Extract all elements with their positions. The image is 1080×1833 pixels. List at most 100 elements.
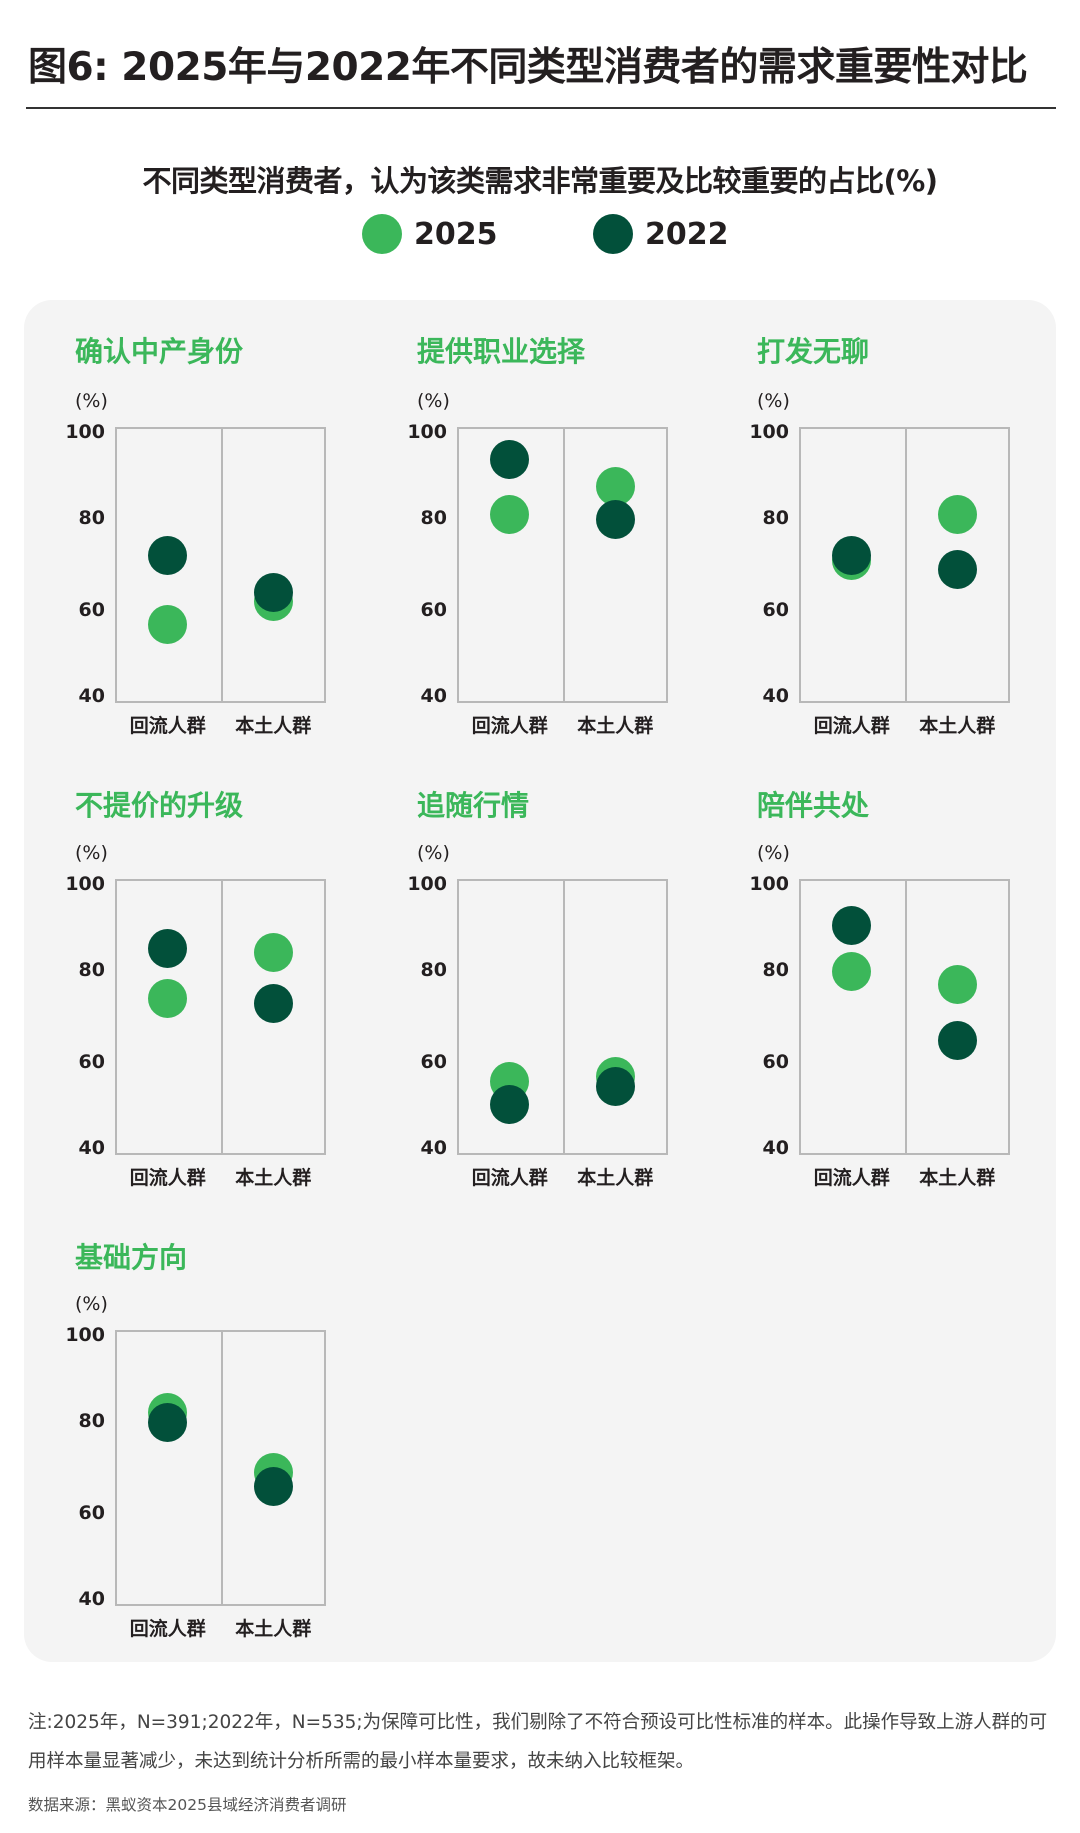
y-tick-label: 100 <box>407 421 447 443</box>
category-label: 本土人群 <box>919 1167 996 1189</box>
data-point-2022 <box>253 1466 293 1506</box>
chart-title: 提供职业选择 <box>417 335 586 368</box>
category-divider <box>562 881 565 1153</box>
category-divider <box>562 429 565 701</box>
data-point-2025 <box>937 965 977 1005</box>
data-point-2022 <box>490 1084 530 1124</box>
category-label: 回流人群 <box>471 715 548 737</box>
plot-frame <box>115 427 326 703</box>
y-tick-label: 40 <box>78 1137 105 1159</box>
category-label: 回流人群 <box>129 1167 206 1189</box>
category-label: 本土人群 <box>919 715 996 737</box>
category-label: 回流人群 <box>129 1618 206 1640</box>
data-point-2022 <box>595 1066 635 1106</box>
data-point-2025 <box>148 979 188 1019</box>
data-point-2025 <box>832 951 872 991</box>
chart-title: 不提价的升级 <box>75 789 244 822</box>
y-tick-label: 40 <box>78 1588 105 1610</box>
legend-label-2025: 2025 <box>414 216 498 252</box>
category-label: 回流人群 <box>471 1167 548 1189</box>
y-tick-label: 80 <box>420 959 447 981</box>
data-point-2022 <box>148 1402 188 1442</box>
y-tick-label: 60 <box>78 1502 105 1524</box>
page-title: 图6: 2025年与2022年不同类型消费者的需求重要性对比 <box>28 45 1028 90</box>
legend-dot-2022-icon <box>593 214 633 254</box>
y-tick-label: 60 <box>78 1051 105 1073</box>
category-label: 本土人群 <box>235 1167 312 1189</box>
y-axis-unit: (%) <box>75 842 108 864</box>
y-axis-unit: (%) <box>757 842 790 864</box>
y-tick-label: 40 <box>78 685 105 707</box>
y-tick-label: 100 <box>65 873 105 895</box>
plot-frame <box>457 427 668 703</box>
category-divider <box>220 429 223 701</box>
y-tick-label: 40 <box>420 685 447 707</box>
data-point-2025 <box>253 933 293 973</box>
chart-title: 基础方向 <box>75 1241 188 1274</box>
chart-title: 陪伴共处 <box>757 789 870 822</box>
data-point-2022 <box>148 536 188 576</box>
y-tick-label: 60 <box>420 1051 447 1073</box>
data-source: 数据来源：黑蚁资本2025县域经济消费者调研 <box>28 1796 347 1814</box>
y-tick-label: 100 <box>65 1324 105 1346</box>
y-axis-unit: (%) <box>417 390 450 412</box>
chart-title: 打发无聊 <box>757 335 870 368</box>
chart-title: 确认中产身份 <box>75 335 244 368</box>
y-tick-label: 60 <box>420 599 447 621</box>
category-divider <box>220 1332 223 1604</box>
y-tick-label: 100 <box>749 873 789 895</box>
y-axis-unit: (%) <box>417 842 450 864</box>
y-tick-label: 40 <box>762 1137 789 1159</box>
y-tick-label: 100 <box>407 873 447 895</box>
plot-frame <box>799 879 1010 1155</box>
y-axis-unit: (%) <box>75 390 108 412</box>
data-point-2025 <box>490 494 530 534</box>
legend-dot-2025-icon <box>362 214 402 254</box>
category-label: 本土人群 <box>577 1167 654 1189</box>
chart-subtitle: 不同类型消费者，认为该类需求非常重要及比较重要的占比(%) <box>142 164 938 198</box>
data-point-2022 <box>253 983 293 1023</box>
plot-frame <box>799 427 1010 703</box>
data-point-2022 <box>832 536 872 576</box>
y-tick-label: 80 <box>78 507 105 529</box>
y-tick-label: 80 <box>78 1410 105 1432</box>
y-tick-label: 80 <box>420 507 447 529</box>
legend: 2025 2022 <box>0 213 1080 255</box>
y-tick-label: 100 <box>65 421 105 443</box>
category-label: 本土人群 <box>235 1618 312 1640</box>
category-label: 本土人群 <box>235 715 312 737</box>
legend-label-2022: 2022 <box>645 216 729 252</box>
plot-frame <box>457 879 668 1155</box>
y-axis-unit: (%) <box>75 1293 108 1315</box>
title-divider <box>26 107 1056 109</box>
legend-item-2022: 2022 <box>593 213 729 255</box>
y-tick-label: 60 <box>762 599 789 621</box>
plot-frame <box>115 879 326 1155</box>
y-tick-label: 60 <box>762 1051 789 1073</box>
data-point-2022 <box>937 1020 977 1060</box>
category-label: 本土人群 <box>577 715 654 737</box>
data-point-2025 <box>148 605 188 645</box>
category-label: 回流人群 <box>129 715 206 737</box>
legend-item-2025: 2025 <box>362 213 498 255</box>
y-tick-label: 100 <box>749 421 789 443</box>
y-axis-unit: (%) <box>757 390 790 412</box>
data-point-2022 <box>490 439 530 479</box>
y-tick-label: 40 <box>762 685 789 707</box>
y-tick-label: 40 <box>420 1137 447 1159</box>
y-tick-label: 80 <box>762 507 789 529</box>
data-point-2022 <box>937 550 977 590</box>
category-divider <box>220 881 223 1153</box>
y-tick-label: 80 <box>762 959 789 981</box>
category-label: 回流人群 <box>813 715 890 737</box>
data-point-2022 <box>148 928 188 968</box>
plot-frame <box>115 1330 326 1606</box>
category-divider <box>904 881 907 1153</box>
data-point-2022 <box>253 573 293 613</box>
data-point-2025 <box>937 494 977 534</box>
y-tick-label: 80 <box>78 959 105 981</box>
y-tick-label: 60 <box>78 599 105 621</box>
chart-title: 追随行情 <box>417 789 530 822</box>
category-label: 回流人群 <box>813 1167 890 1189</box>
category-divider <box>904 429 907 701</box>
